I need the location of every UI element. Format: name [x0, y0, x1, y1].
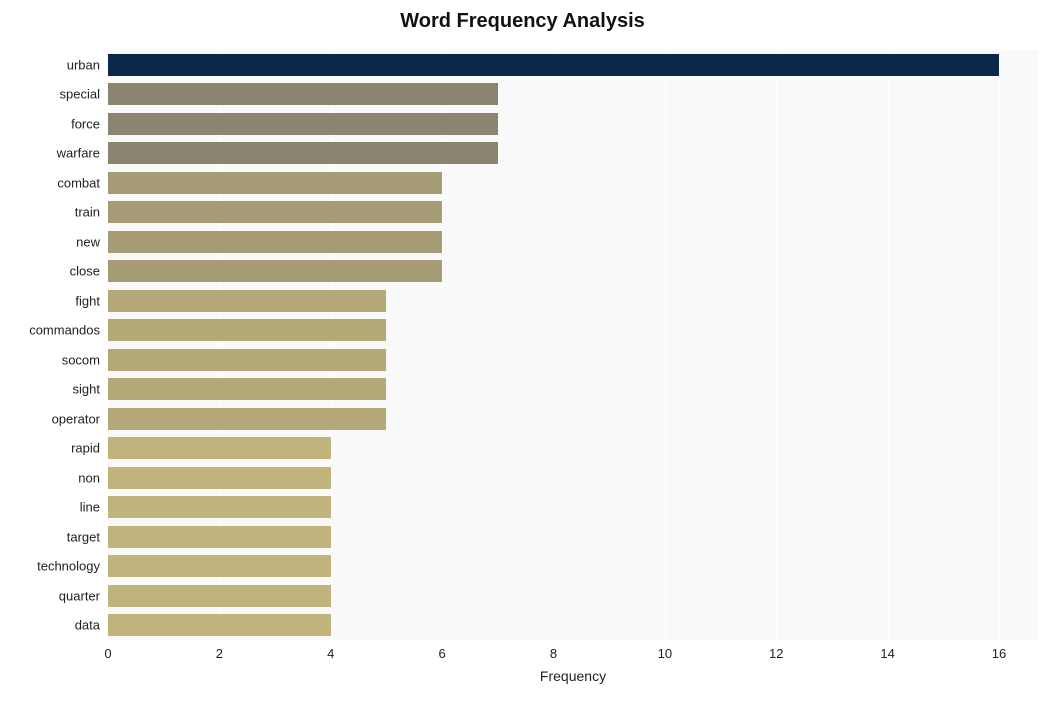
x-tick-label: 6 — [439, 640, 446, 661]
x-axis-label: Frequency — [540, 668, 606, 684]
bar-close — [108, 260, 442, 282]
y-tick-label: fight — [75, 293, 108, 308]
y-tick-label: commandos — [29, 323, 108, 338]
y-tick-label: special — [60, 87, 108, 102]
y-tick-label: technology — [37, 559, 108, 574]
x-tick-label: 2 — [216, 640, 223, 661]
y-tick-label: line — [80, 500, 108, 515]
y-tick-label: close — [70, 264, 108, 279]
plot-area: 0246810121416urbanspecialforcewarfarecom… — [108, 50, 1038, 640]
y-tick-label: target — [67, 529, 108, 544]
grid-line — [442, 50, 443, 640]
x-tick-label: 10 — [658, 640, 672, 661]
y-tick-label: non — [78, 470, 108, 485]
y-tick-label: new — [76, 234, 108, 249]
grid-line — [999, 50, 1000, 640]
bar-urban — [108, 54, 999, 76]
x-tick-label: 16 — [992, 640, 1006, 661]
bar-commandos — [108, 319, 386, 341]
word-frequency-chart: Word Frequency Analysis 0246810121416urb… — [0, 0, 1045, 701]
bar-quarter — [108, 585, 331, 607]
x-tick-label: 0 — [104, 640, 111, 661]
y-tick-label: sight — [73, 382, 108, 397]
grid-line — [331, 50, 332, 640]
chart-title: Word Frequency Analysis — [0, 10, 1045, 33]
bar-line — [108, 496, 331, 518]
y-tick-label: operator — [52, 411, 108, 426]
bar-special — [108, 83, 498, 105]
bar-socom — [108, 349, 386, 371]
bar-target — [108, 526, 331, 548]
y-tick-label: urban — [67, 57, 108, 72]
y-tick-label: combat — [57, 175, 108, 190]
y-tick-label: rapid — [71, 441, 108, 456]
grid-line — [219, 50, 220, 640]
x-tick-label: 4 — [327, 640, 334, 661]
x-tick-label: 8 — [550, 640, 557, 661]
bar-warfare — [108, 142, 498, 164]
y-tick-label: data — [75, 618, 108, 633]
y-tick-label: train — [75, 205, 108, 220]
bar-force — [108, 113, 498, 135]
bar-data — [108, 614, 331, 636]
grid-line — [888, 50, 889, 640]
bar-fight — [108, 290, 386, 312]
bar-sight — [108, 378, 386, 400]
x-tick-label: 14 — [880, 640, 894, 661]
grid-line — [665, 50, 666, 640]
bar-rapid — [108, 437, 331, 459]
bar-combat — [108, 172, 442, 194]
x-tick-label: 12 — [769, 640, 783, 661]
y-tick-label: quarter — [59, 588, 108, 603]
grid-line — [108, 50, 109, 640]
bar-non — [108, 467, 331, 489]
bar-train — [108, 201, 442, 223]
bar-new — [108, 231, 442, 253]
y-tick-label: force — [71, 116, 108, 131]
grid-line — [554, 50, 555, 640]
bar-operator — [108, 408, 386, 430]
y-tick-label: socom — [62, 352, 108, 367]
bar-technology — [108, 555, 331, 577]
y-tick-label: warfare — [57, 146, 108, 161]
grid-line — [776, 50, 777, 640]
